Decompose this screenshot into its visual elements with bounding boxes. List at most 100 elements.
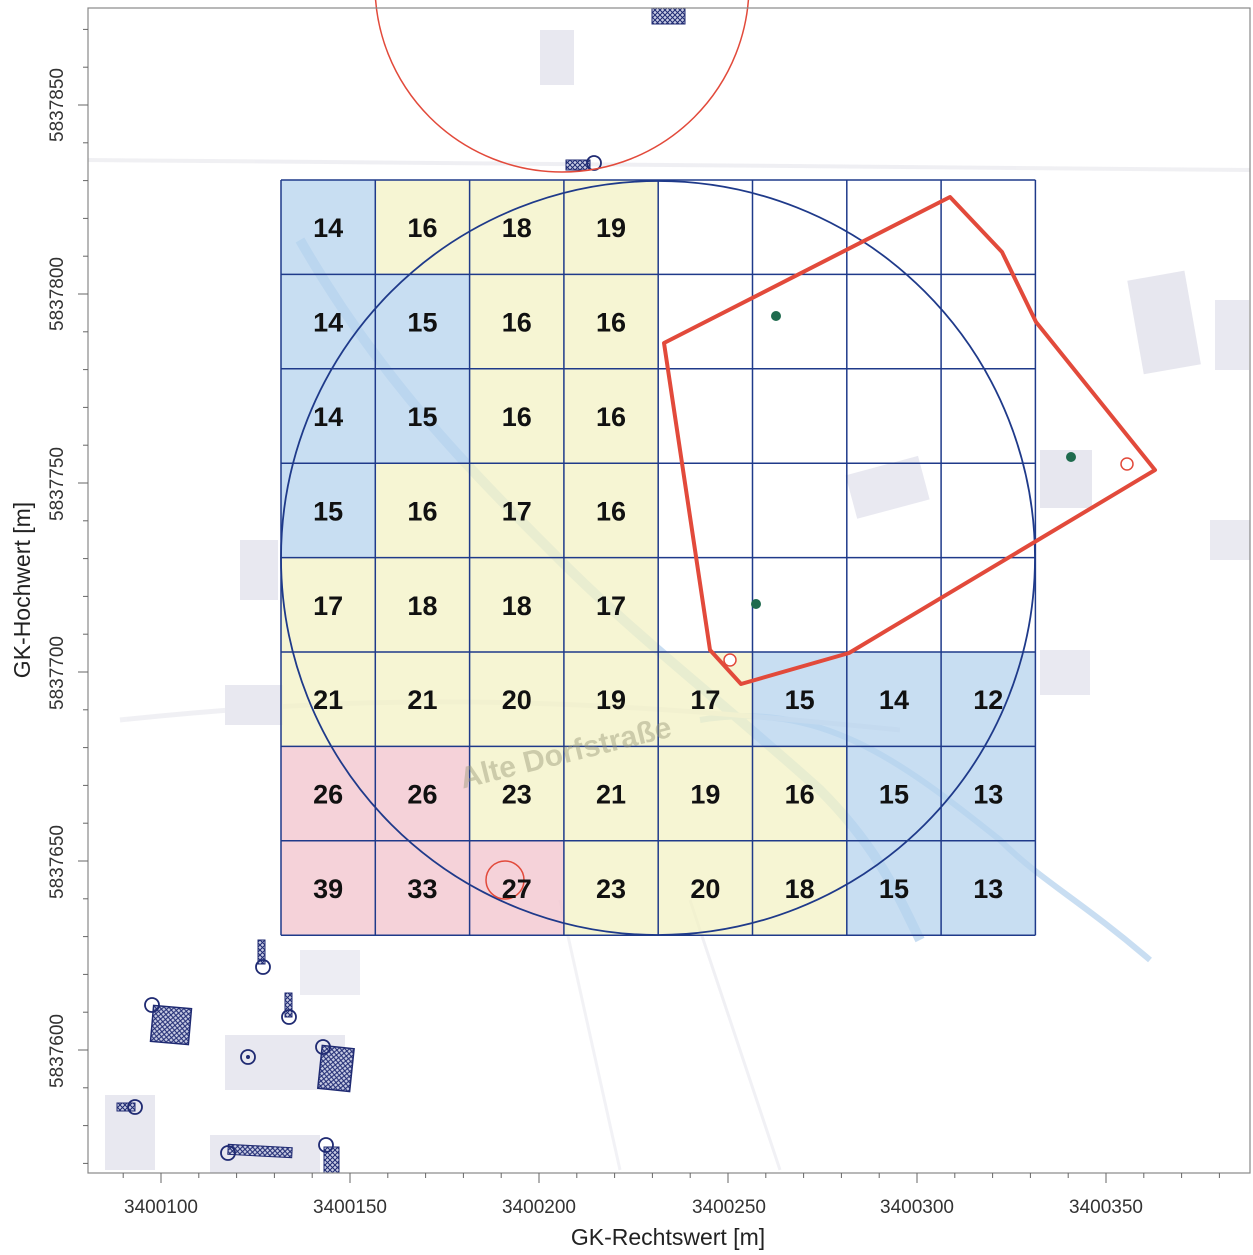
cell-value: 16 — [502, 308, 532, 338]
x-tick-label: 3400100 — [124, 1197, 198, 1218]
y-tick-labels: 5837850 5837800 5837750 5837700 5837650 … — [47, 68, 68, 1088]
assessment-circle-blue — [280, 180, 1036, 936]
x-tick-label: 3400200 — [502, 1197, 576, 1218]
cell-value: 15 — [879, 780, 909, 810]
cell-value: 16 — [596, 308, 626, 338]
y-tick-label: 5837850 — [47, 68, 68, 142]
assessment-circle-red — [374, 0, 750, 173]
x-tick-labels: 3400100 3400150 3400200 3400250 3400300 … — [124, 1197, 1143, 1218]
cell-value: 21 — [407, 685, 437, 715]
grid-cell — [846, 840, 942, 936]
cell-value: 17 — [596, 591, 626, 621]
cell-value: 16 — [596, 402, 626, 432]
y-tick-label: 5837600 — [47, 1014, 68, 1088]
grid-cell — [941, 652, 1036, 747]
cell-value: 19 — [690, 780, 720, 810]
cell-value: 16 — [407, 213, 437, 243]
source-points — [127, 155, 602, 1161]
cell-value: 19 — [596, 685, 626, 715]
y-tick-label: 5837800 — [47, 257, 68, 331]
receptor-circle — [485, 860, 525, 900]
x-tick-label: 3400350 — [1069, 1197, 1143, 1218]
background-map — [87, 30, 1251, 1173]
cell-value: 17 — [313, 591, 343, 621]
cell-value: 13 — [973, 874, 1003, 904]
y-axis-title: GK-Hochwert [m] — [9, 502, 35, 678]
cell-value: 20 — [690, 874, 720, 904]
x-tick-label: 3400250 — [692, 1197, 766, 1218]
grid-cell — [658, 840, 753, 936]
axis-ticks — [78, 28, 1220, 1183]
source-buildings — [116, 7, 686, 1174]
cell-value: 21 — [313, 685, 343, 715]
grid-cell — [281, 463, 376, 558]
grid-cell — [469, 463, 564, 558]
grid-cell — [469, 180, 564, 275]
evaluation-point-2 — [1066, 452, 1076, 462]
source-center-dot — [246, 1055, 250, 1059]
cell-value: 15 — [407, 308, 437, 338]
cell-value: 20 — [502, 685, 532, 715]
cell-values: 14 16 18 19 14 15 16 16 14 15 16 16 15 16 17 16 17 18 18 17… — [313, 213, 1003, 904]
grid-cell — [281, 180, 376, 275]
y-tick-label: 5837650 — [47, 825, 68, 899]
cell-value: 21 — [596, 780, 626, 810]
grid-cell — [563, 557, 659, 652]
cell-value: 19 — [596, 213, 626, 243]
cell-value: 16 — [407, 496, 437, 526]
cell-value: 13 — [973, 780, 1003, 810]
grid-cell — [658, 652, 753, 747]
cell-value: 14 — [313, 308, 343, 338]
receptor-point-1 — [1120, 457, 1134, 471]
grid-cell — [469, 652, 564, 747]
grid-cell — [941, 840, 1036, 936]
grid-cell — [658, 746, 753, 841]
y-tick-label: 5837750 — [47, 447, 68, 521]
cell-value: 17 — [690, 685, 720, 715]
grid-cell — [563, 746, 659, 841]
cell-value: 14 — [313, 213, 343, 243]
cell-value: 15 — [879, 874, 909, 904]
planning-area-outline — [662, 195, 1157, 686]
cell-value: 16 — [785, 780, 815, 810]
grid-cell — [941, 746, 1036, 841]
grid-cell — [375, 180, 470, 275]
y-tick-label: 5837700 — [47, 636, 68, 710]
cell-value: 14 — [313, 402, 343, 432]
x-tick-label: 3400300 — [880, 1197, 954, 1218]
grid-cell — [469, 274, 564, 369]
grid-cell — [563, 274, 659, 369]
plot-frame — [87, 7, 1251, 1174]
grid-cell — [375, 368, 470, 464]
cell-value: 18 — [407, 591, 437, 621]
grid-cell — [563, 652, 659, 747]
receptor-point-2 — [723, 653, 737, 667]
cell-value: 18 — [502, 213, 532, 243]
cell-value: 12 — [973, 685, 1003, 715]
grid-cell — [846, 746, 942, 841]
cell-value: 15 — [785, 685, 815, 715]
cell-value: 23 — [596, 874, 626, 904]
cell-value: 39 — [313, 874, 343, 904]
grid-cell — [375, 463, 470, 558]
cell-value: 14 — [879, 685, 909, 715]
x-tick-label: 3400150 — [313, 1197, 387, 1218]
grid-cell — [375, 557, 470, 652]
grid-cell — [563, 180, 659, 275]
cell-value: 16 — [502, 402, 532, 432]
evaluation-point-3 — [751, 599, 761, 609]
x-axis-title: GK-Rechtswert [m] — [571, 1224, 765, 1250]
grid-cell — [846, 652, 942, 747]
cell-value: 27 — [502, 874, 532, 904]
cell-value: 26 — [407, 780, 437, 810]
grid-cell — [752, 746, 847, 841]
cell-value: 26 — [313, 780, 343, 810]
concentration-grid — [281, 180, 1036, 936]
cell-value: 15 — [407, 402, 437, 432]
grid-cell — [281, 840, 376, 936]
grid-cell — [375, 274, 470, 369]
cell-value: 33 — [407, 874, 437, 904]
grid-cell — [469, 746, 564, 841]
grid-cell — [563, 840, 659, 936]
